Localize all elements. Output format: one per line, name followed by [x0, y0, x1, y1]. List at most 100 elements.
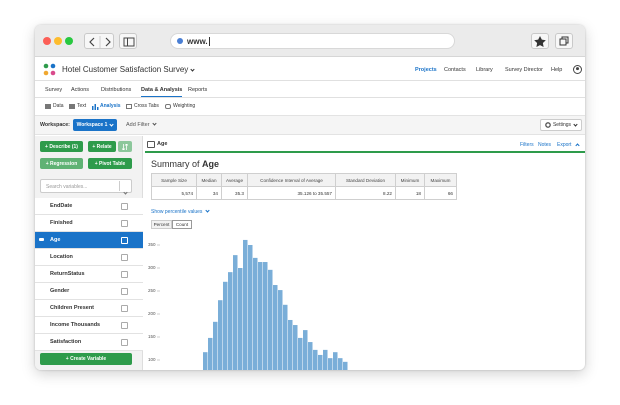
variable-icon — [121, 322, 128, 329]
subtab[interactable]: Data — [53, 103, 64, 109]
variable[interactable]: Gender — [35, 283, 143, 300]
summary-table: Sample Size Median Average Confidence Inter… — [151, 173, 457, 200]
crosstab-icon — [126, 104, 132, 109]
table-cell: 35.126 to 35.557 — [247, 186, 336, 200]
subtab-active[interactable]: Analysis — [100, 103, 121, 109]
nav-link[interactable]: Contacts — [444, 67, 466, 73]
table-header-cell: Sample Size — [151, 173, 197, 187]
percentile-link[interactable]: Show percentile values — [151, 208, 211, 215]
text-icon — [69, 104, 75, 109]
add-filter-text: Add Filter — [126, 122, 150, 128]
variable[interactable]: Location — [35, 249, 143, 266]
subtab[interactable]: Text — [77, 103, 87, 109]
toggle-option-active[interactable]: Count — [172, 220, 192, 229]
variable-icon — [121, 203, 128, 210]
table-cell: 18 — [395, 186, 425, 200]
nav-link[interactable]: Survey Director — [505, 67, 543, 73]
survey-title[interactable]: Hotel Customer Satisfaction Survey — [62, 65, 195, 74]
pivot-button[interactable]: + Pivot Table — [88, 158, 132, 169]
subtab[interactable]: Cross Tabs — [134, 103, 159, 109]
table-cell: 34 — [196, 186, 222, 200]
tab[interactable]: Survey — [45, 87, 63, 93]
nav-link[interactable]: Projects — [415, 67, 437, 73]
settings-button[interactable]: Settings — [540, 119, 582, 131]
variable[interactable]: Children Present — [35, 300, 143, 317]
variable-icon — [121, 254, 128, 261]
gear-icon — [545, 122, 551, 128]
panel-action[interactable]: Export — [557, 142, 572, 148]
nav-arrows — [89, 36, 111, 48]
histogram-bar — [293, 325, 298, 370]
table-header: Sample Size Median Average Confidence Inter… — [151, 173, 457, 187]
table-row: 5,574 34 35.3 35.126 to 35.557 8.22 18 66 — [151, 186, 457, 200]
panel-title: Age — [157, 141, 168, 147]
histogram-bar — [218, 300, 223, 370]
variable[interactable]: EndDate — [35, 198, 143, 215]
toggle-option[interactable]: Percent — [151, 220, 172, 229]
workspace-label: Workspace: — [40, 122, 70, 128]
variable[interactable]: ReturnStatus — [35, 266, 143, 283]
regression-button[interactable]: + Regression — [40, 158, 83, 169]
tab[interactable]: Distributions — [101, 87, 132, 93]
histogram-bar — [228, 272, 233, 370]
histogram-bar — [283, 304, 288, 370]
collapse-caret[interactable] — [575, 143, 580, 148]
table-cell: 5,574 — [151, 186, 197, 200]
copy-button[interactable] — [555, 33, 573, 49]
workspace-button[interactable]: Workspace 1 — [73, 119, 117, 131]
variable[interactable]: Satisfaction — [35, 334, 143, 351]
sidebar-toggle[interactable] — [119, 33, 137, 49]
close-button[interactable] — [43, 37, 51, 45]
user-icon[interactable] — [573, 65, 582, 74]
histogram-bar — [273, 285, 278, 370]
tab[interactable]: Reports — [188, 87, 208, 93]
variable-icon — [121, 339, 128, 346]
title-bar: www. — [35, 25, 585, 57]
nav-link[interactable]: Help — [551, 67, 563, 73]
table-header-cell: Minimum — [395, 173, 425, 187]
swap-icon — [122, 143, 128, 150]
search-input[interactable]: Search variables... — [40, 179, 132, 195]
panel-action[interactable]: Notes — [538, 142, 552, 148]
swap-button[interactable] — [118, 141, 132, 152]
tab[interactable]: Actions — [71, 87, 90, 93]
chevron — [151, 121, 157, 126]
key-icon — [39, 238, 44, 241]
search-dropdown[interactable] — [119, 181, 130, 195]
y-tick-label: 300 — [148, 265, 156, 270]
bookmark-button[interactable] — [531, 33, 549, 49]
histogram-bar — [263, 262, 268, 370]
address-bar[interactable]: www. — [170, 33, 455, 49]
describe-button[interactable]: + Describe (1) — [40, 141, 83, 152]
nav-link[interactable]: Library — [476, 67, 493, 73]
minimize-button[interactable] — [54, 37, 62, 45]
tab-active[interactable]: Data & Analysis — [141, 87, 183, 97]
add-filter[interactable]: Add Filter — [126, 121, 157, 128]
variable-selected[interactable]: Age — [35, 232, 143, 249]
zoom-button[interactable] — [65, 37, 73, 45]
chevron — [190, 67, 195, 72]
nav-buttons[interactable] — [84, 33, 114, 49]
relate-button[interactable]: + Relate — [88, 141, 116, 152]
histogram-bar — [328, 358, 333, 370]
variable-icon — [121, 271, 128, 278]
subtab[interactable]: Weighting — [173, 103, 196, 109]
data-icon — [45, 104, 51, 109]
histogram-bar — [208, 337, 213, 370]
variable-name: Finished — [50, 220, 73, 226]
histogram-bar — [203, 352, 208, 370]
y-tick-label: 250 — [148, 288, 156, 293]
variable-name: Gender — [50, 288, 70, 294]
summary-var: Age — [202, 159, 220, 169]
histogram-bar — [313, 349, 318, 370]
workspace-name: Workspace 1 — [76, 122, 108, 128]
variable[interactable]: Income Thousands — [35, 317, 143, 334]
variable-icon — [121, 220, 128, 227]
variable[interactable]: Finished — [35, 215, 143, 232]
panel-action[interactable]: Filters — [520, 142, 534, 148]
copy-icon — [559, 36, 569, 46]
sidebar-icon — [123, 37, 135, 47]
percentile-text: Show percentile values — [151, 209, 203, 215]
variable-name: Income Thousands — [50, 322, 101, 328]
create-variable-button[interactable]: + Create Variable — [40, 353, 132, 365]
